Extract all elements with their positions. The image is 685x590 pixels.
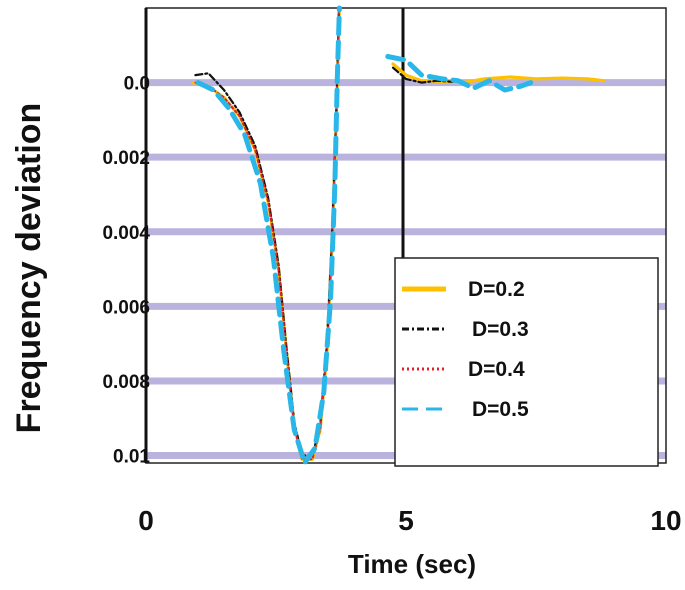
x-tick-label-2: 10 [650,505,681,536]
legend-label-2: D=0.4 [468,358,525,381]
series-line-D02-4 [391,62,606,85]
series-line-D05-3 [195,5,342,466]
y-tick-labels: 0.0 0.002 0.004 0.006 0.008 0.01 [102,74,150,468]
x-axis-label: Time (sec) [348,549,476,579]
x-tick-label-0: 0 [138,505,154,536]
y-tick-label-0: 0.0 [124,74,150,95]
legend-label-0: D=0.2 [468,278,525,301]
legend: D=0.2 D=0.3 D=0.4 D=0.5 [394,257,659,467]
series-line-D05-6 [385,54,534,93]
x-tick-label-1: 5 [398,505,414,536]
y-axis-label: Frequency deviation [10,103,48,434]
y-tick-label-2: 0.004 [102,223,150,244]
x-tick-labels: 0 5 10 [138,505,681,536]
legend-entries: D=0.2 D=0.3 D=0.4 D=0.5 [402,278,529,421]
y-tick-label-5: 0.01 [113,447,150,468]
legend-label-3: D=0.5 [472,398,529,421]
series-group [191,5,606,466]
legend-label-1: D=0.3 [472,318,529,341]
y-tick-label-1: 0.002 [102,148,150,169]
y-tick-label-3: 0.006 [102,297,150,318]
y-tick-label-4: 0.008 [102,372,150,393]
legend-box [394,257,659,467]
